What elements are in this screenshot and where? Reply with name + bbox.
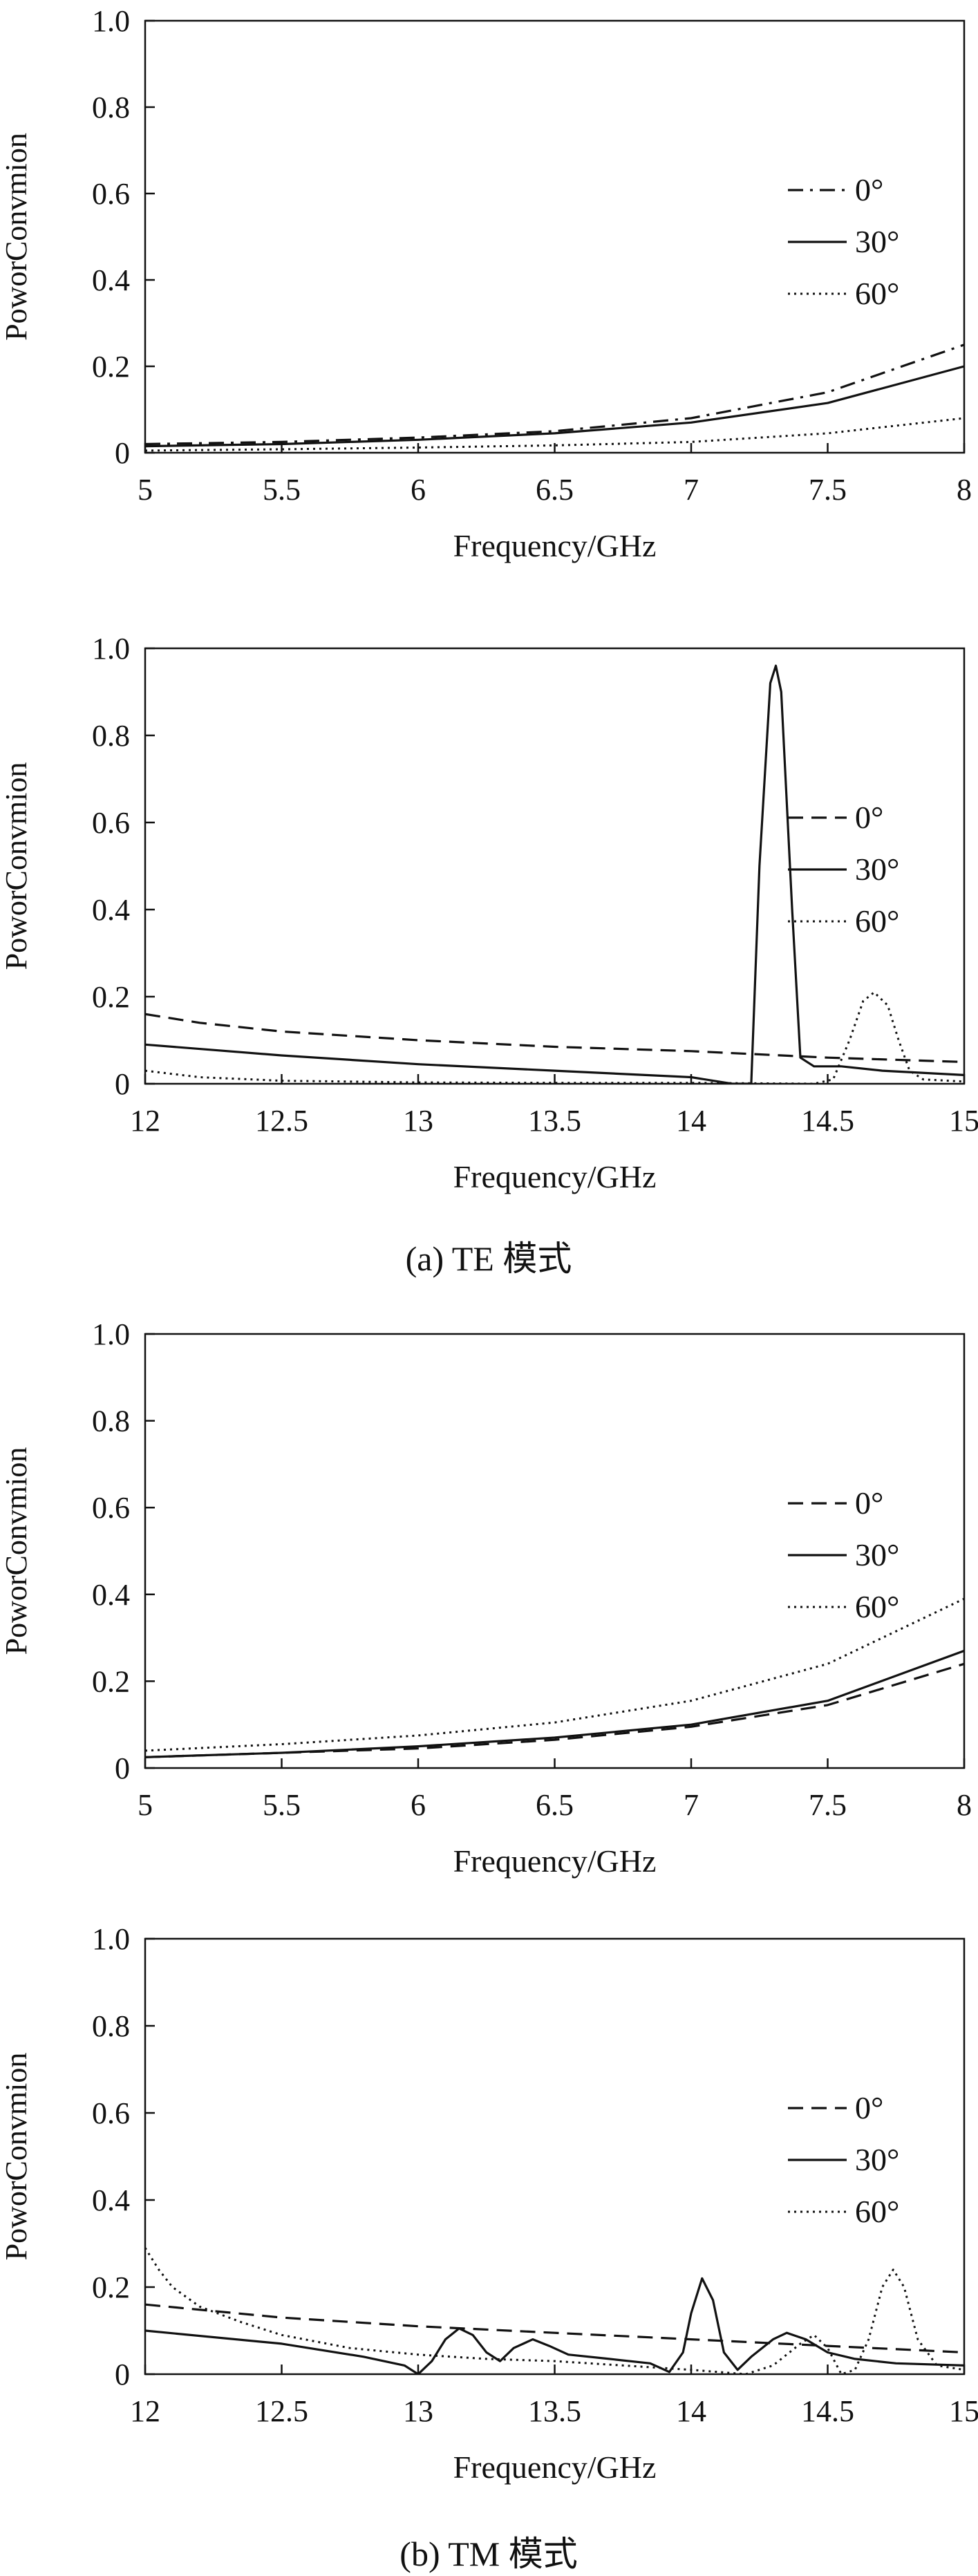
x-tick-label: 13 — [403, 2394, 433, 2428]
y-tick-label: 0.8 — [92, 91, 130, 124]
x-tick-label: 13 — [403, 1104, 433, 1138]
x-tick-label: 6 — [411, 473, 426, 507]
series-line-0 — [145, 344, 964, 446]
x-tick-label: 7 — [684, 473, 699, 507]
legend-label: 30° — [855, 2142, 899, 2177]
legend-label: 60° — [855, 2194, 899, 2229]
y-tick-label: 0.4 — [92, 2183, 130, 2217]
y-axis-title: PoworConvmion — [0, 2053, 33, 2261]
y-tick-label: 1.0 — [92, 1317, 130, 1351]
chart-4: 0 0.2 0.4 0.6 0.8 1.0 12 12.5 13 13.5 14 14.5 15 Freq… — [0, 1922, 978, 2485]
chart-1: 0 0.2 0.4 0.6 0.8 1.0 5 5.5 6 6.5 7 7.5 8 Frequency/G… — [0, 4, 972, 563]
legend-label: 0° — [855, 800, 883, 835]
x-tick-label: 13.5 — [528, 1104, 581, 1138]
series-line-2 — [145, 2247, 964, 2374]
x-tick-label: 5.5 — [263, 473, 301, 507]
legend-label: 0° — [855, 172, 883, 207]
legend-label: 30° — [855, 852, 899, 887]
chart-3: 0 0.2 0.4 0.6 0.8 1.0 5 5.5 6 6.5 7 7.5 8 Frequency/G… — [0, 1317, 972, 1879]
x-tick-label: 12 — [130, 2394, 160, 2428]
series-line-1 — [145, 365, 964, 448]
x-tick-label: 6.5 — [536, 473, 574, 507]
y-tick-label: 0.4 — [92, 893, 130, 927]
series-line-2 — [145, 991, 964, 1084]
y-tick-label: 0.6 — [92, 1491, 130, 1525]
y-tick-label: 1.0 — [92, 4, 130, 38]
x-tick-label: 12 — [130, 1104, 160, 1138]
x-tick-label: 7.5 — [809, 1788, 847, 1822]
series-line-0 — [145, 1013, 964, 1064]
y-tick-label: 0.8 — [92, 2009, 130, 2043]
y-tick-label: 0 — [115, 2358, 130, 2391]
legend-label: 30° — [855, 1537, 899, 1572]
x-tick-label: 7 — [684, 1788, 699, 1822]
x-tick-label: 14 — [676, 1104, 706, 1138]
y-tick-label: 0.8 — [92, 1404, 130, 1438]
y-axis-title: PoworConvmion — [0, 1447, 33, 1655]
y-tick-label: 0 — [115, 436, 130, 470]
series-line-0 — [145, 2303, 964, 2354]
chart-2: 0 0.2 0.4 0.6 0.8 1.0 12 12.5 13 13.5 14 14.5 15 Freq… — [0, 632, 978, 1194]
y-tick-label: 0.2 — [92, 2271, 130, 2304]
x-tick-label: 7.5 — [809, 473, 847, 507]
x-tick-label: 15 — [949, 2394, 978, 2428]
y-tick-label: 0 — [115, 1067, 130, 1101]
series-line-0 — [145, 1662, 964, 1758]
y-tick-label: 0.6 — [92, 177, 130, 211]
legend-label: 0° — [855, 1485, 883, 1521]
legend-label: 0° — [855, 2090, 883, 2125]
x-tick-label: 5 — [138, 1788, 153, 1822]
y-tick-label: 0.2 — [92, 980, 130, 1014]
series-line-1 — [145, 2277, 964, 2374]
x-tick-label: 14.5 — [801, 2394, 854, 2428]
x-tick-label: 8 — [957, 1788, 972, 1822]
y-axis-title: PoworConvmion — [0, 762, 33, 970]
y-tick-label: 0.6 — [92, 806, 130, 840]
series-line-1 — [145, 1649, 964, 1758]
x-tick-label: 8 — [957, 473, 972, 507]
legend-label: 60° — [855, 903, 899, 939]
legend-label: 30° — [855, 224, 899, 259]
x-tick-label: 6.5 — [536, 1788, 574, 1822]
y-tick-label: 1.0 — [92, 1922, 130, 1956]
y-tick-label: 1.0 — [92, 632, 130, 666]
x-tick-label: 5 — [138, 473, 153, 507]
x-axis-title: Frequency/GHz — [453, 2450, 657, 2485]
x-tick-label: 14 — [676, 2394, 706, 2428]
y-tick-label: 0.8 — [92, 719, 130, 753]
legend-label: 60° — [855, 1589, 899, 1624]
y-tick-label: 0.2 — [92, 350, 130, 384]
legend-label: 60° — [855, 276, 899, 311]
caption-b: (b) TM 模式 — [399, 2535, 577, 2573]
x-axis-title: Frequency/GHz — [453, 1159, 657, 1194]
caption-a: (a) TE 模式 — [406, 1239, 572, 1278]
y-tick-label: 0.4 — [92, 263, 130, 297]
x-tick-label: 6 — [411, 1788, 426, 1822]
y-axis-title: PoworConvmion — [0, 133, 33, 341]
series-line-2 — [145, 1597, 964, 1752]
y-tick-label: 0 — [115, 1751, 130, 1785]
x-axis-title: Frequency/GHz — [453, 1843, 657, 1879]
x-tick-label: 5.5 — [263, 1788, 301, 1822]
x-tick-label: 15 — [949, 1104, 978, 1138]
x-tick-label: 12.5 — [255, 1104, 308, 1138]
x-tick-label: 13.5 — [528, 2394, 581, 2428]
x-tick-label: 14.5 — [801, 1104, 854, 1138]
y-tick-label: 0.6 — [92, 2096, 130, 2130]
series-line-1 — [145, 664, 964, 1084]
charts-layer: 0 0.2 0.4 0.6 0.8 1.0 5 5.5 6 6.5 7 7.5 8 Frequency/G… — [0, 4, 978, 2485]
y-tick-label: 0.2 — [92, 1664, 130, 1698]
x-tick-label: 12.5 — [255, 2394, 308, 2428]
y-tick-label: 0.4 — [92, 1578, 130, 1612]
x-axis-title: Frequency/GHz — [453, 528, 657, 563]
